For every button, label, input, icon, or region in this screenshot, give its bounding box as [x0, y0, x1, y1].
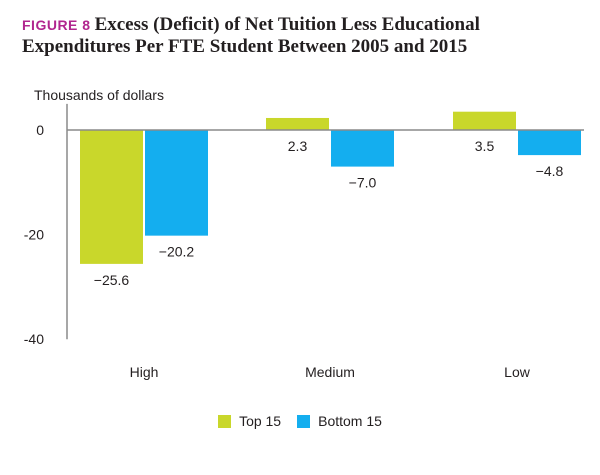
x-tick-label: High: [130, 364, 159, 380]
bar-bottom15-medium: [331, 130, 394, 167]
legend-label-bottom15: Bottom 15: [318, 413, 382, 429]
legend-swatch-top15: [218, 414, 232, 428]
legend-item-top15: Top 15: [218, 413, 281, 429]
data-label: −25.6: [94, 272, 130, 288]
bar-bottom15-low: [518, 130, 581, 156]
figure-title-text: Excess (Deficit) of Net Tuition Less Edu…: [22, 14, 480, 57]
data-label: 2.3: [288, 138, 308, 154]
bar-top15-high: [80, 130, 143, 264]
data-label: −20.2: [159, 244, 195, 260]
data-label: 3.5: [475, 138, 495, 154]
legend-swatch-bottom15: [297, 414, 311, 428]
bar-top15-medium: [266, 117, 329, 130]
chart-title: FIGURE 8 Excess (Deficit) of Net Tuition …: [22, 14, 587, 57]
data-label: −7.0: [349, 175, 377, 191]
legend-item-bottom15: Bottom 15: [297, 413, 382, 429]
legend-label-top15: Top 15: [239, 413, 282, 429]
bar-top15-low: [453, 111, 516, 130]
y-tick-label: -20: [24, 227, 44, 243]
y-tick-label: -40: [24, 331, 44, 347]
y-tick-label: 0: [36, 122, 44, 138]
x-tick-label: Low: [504, 364, 531, 380]
figure-label: FIGURE 8: [22, 17, 91, 33]
y-axis-unit-label: Thousands of dollars: [34, 87, 164, 103]
x-tick-label: Medium: [305, 364, 355, 380]
data-label: −4.8: [536, 163, 564, 179]
bar-bottom15-high: [145, 130, 208, 236]
chart-legend: Top 15 Bottom 15: [0, 413, 600, 429]
